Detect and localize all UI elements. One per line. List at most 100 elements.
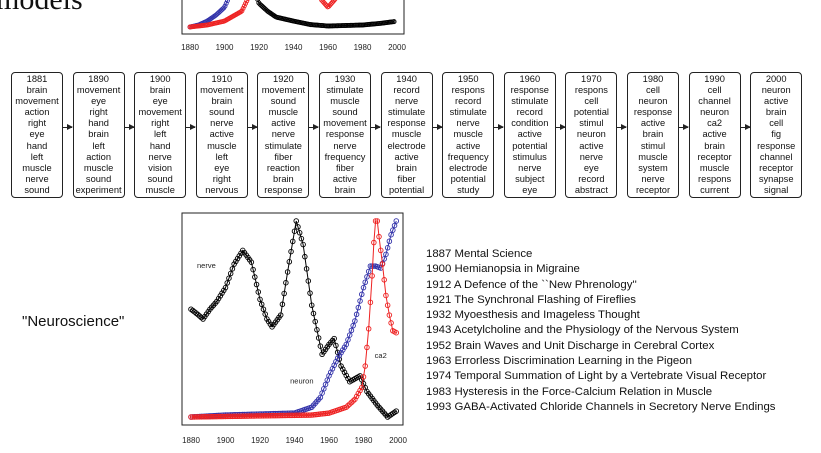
topic-word: record [578, 173, 605, 184]
data-point-neuron [384, 245, 391, 251]
data-point-nerve [252, 274, 258, 280]
data-point-red [328, 1, 334, 7]
data-point-ca2 [384, 302, 391, 309]
topic-word: respons [698, 173, 732, 184]
data-point-ca2 [271, 412, 277, 419]
topic-word: muscle [207, 140, 237, 151]
topic-word: system [638, 162, 668, 173]
data-point-ca2 [290, 412, 296, 419]
data-point-ca2 [386, 312, 393, 318]
top-topic-trend-chart: 1880 1900 1920 1940 1960 1980 2000 [181, 0, 406, 52]
topic-word: muscle [699, 162, 730, 173]
topic-word: stimulate [449, 107, 487, 118]
data-point-ca2 [227, 413, 234, 420]
topic-word: brain [704, 140, 725, 151]
data-point-ca2 [388, 320, 394, 326]
data-point-ca2 [226, 413, 232, 420]
data-point-nerve [198, 314, 205, 321]
data-point-ca2 [236, 413, 243, 419]
data-point-ca2 [214, 413, 220, 420]
data-point-ca2 [283, 412, 289, 419]
data-point-ca2 [279, 412, 286, 419]
data-point-ca2 [195, 414, 201, 420]
series-label-neuron: neuron [290, 377, 313, 386]
data-point-nerve [233, 258, 239, 265]
data-point-ca2 [376, 233, 382, 240]
data-point-neuron [391, 222, 398, 229]
topic-word: potential [573, 107, 609, 118]
data-point-nerve [196, 313, 203, 319]
topic-word: brain [273, 173, 294, 184]
data-point-nerve [221, 287, 227, 294]
topic-word: active [579, 140, 604, 151]
data-point-ca2 [222, 413, 229, 420]
data-point-ca2 [208, 413, 215, 420]
topic-box-1990: 1990 cell channel neuron ca2 active brain recep… [688, 72, 741, 198]
data-point-nerve [250, 266, 256, 273]
data-point-ca2 [198, 414, 205, 420]
data-point-red [240, 5, 246, 11]
data-point-ca2 [219, 413, 225, 420]
x-tick-label: 1880 [181, 43, 199, 52]
document-title: 1993 GABA-Activated Chloride Channels in… [426, 400, 776, 413]
data-point-red [321, 0, 327, 6]
data-point-nerve [277, 312, 284, 318]
data-point-nerve [307, 290, 313, 296]
arrow-icon [309, 124, 320, 130]
series-ca2 [188, 218, 400, 420]
topic-word: eye [91, 96, 107, 107]
topic-word: cell [707, 85, 722, 96]
topic-word: response [387, 118, 426, 129]
data-point-nerve [286, 259, 293, 265]
topic-word: hand [149, 140, 171, 151]
data-point-ca2 [200, 414, 206, 420]
arrow-icon [186, 124, 197, 130]
data-point-red [238, 9, 244, 15]
data-point-nerve [253, 281, 260, 288]
topic-word: response [264, 184, 303, 195]
x-tick-label: 1960 [320, 436, 338, 445]
topic-year: 1920 [273, 74, 294, 84]
topic-word: neuron [761, 85, 791, 96]
data-point-neuron [338, 349, 344, 356]
data-point-ca2 [374, 218, 381, 224]
arrow-icon [740, 124, 751, 130]
data-point-ca2 [238, 413, 244, 419]
data-point-nerve [302, 253, 308, 260]
x-tick-label: 1920 [251, 436, 269, 445]
data-point-blue [223, 0, 229, 6]
series-line-nerve [190, 220, 397, 418]
data-point-nerve [303, 266, 310, 272]
data-point-red [327, 2, 333, 8]
topic-word: left [30, 151, 44, 162]
data-point-nerve [219, 290, 225, 296]
data-point-nerve [279, 301, 286, 308]
topic-word: muscle [22, 162, 52, 173]
data-point-ca2 [215, 413, 222, 420]
topic-year: 1980 [642, 74, 664, 84]
topic-word: muscle [453, 129, 483, 140]
data-point-nerve [215, 295, 222, 302]
topic-year: 1960 [519, 74, 541, 84]
x-tick-label: 1940 [286, 436, 304, 445]
topic-word: sound [24, 184, 50, 195]
topic-box-1900: 1900 brain eye movement right left hand nerve vi… [134, 72, 187, 198]
topic-word: fiber [274, 151, 293, 162]
topic-word: channel [759, 151, 793, 162]
topic-word: response [325, 129, 365, 140]
topic-word: nerve [456, 118, 480, 129]
data-point-ca2 [250, 413, 256, 419]
topic-word: eye [522, 184, 538, 195]
series-red [187, 0, 338, 30]
data-point-ca2 [360, 374, 367, 380]
data-point-ca2 [272, 412, 279, 419]
topic-word: electrode [449, 162, 488, 173]
topic-word: muscle [145, 184, 175, 195]
topic-word: record [516, 107, 543, 118]
data-point-ca2 [212, 413, 218, 420]
topic-word: stimulate [387, 107, 426, 118]
topic-word: active [394, 151, 419, 162]
data-point-nerve [195, 311, 201, 318]
topic-word: nerve [271, 129, 296, 140]
data-point-neuron [365, 268, 372, 275]
